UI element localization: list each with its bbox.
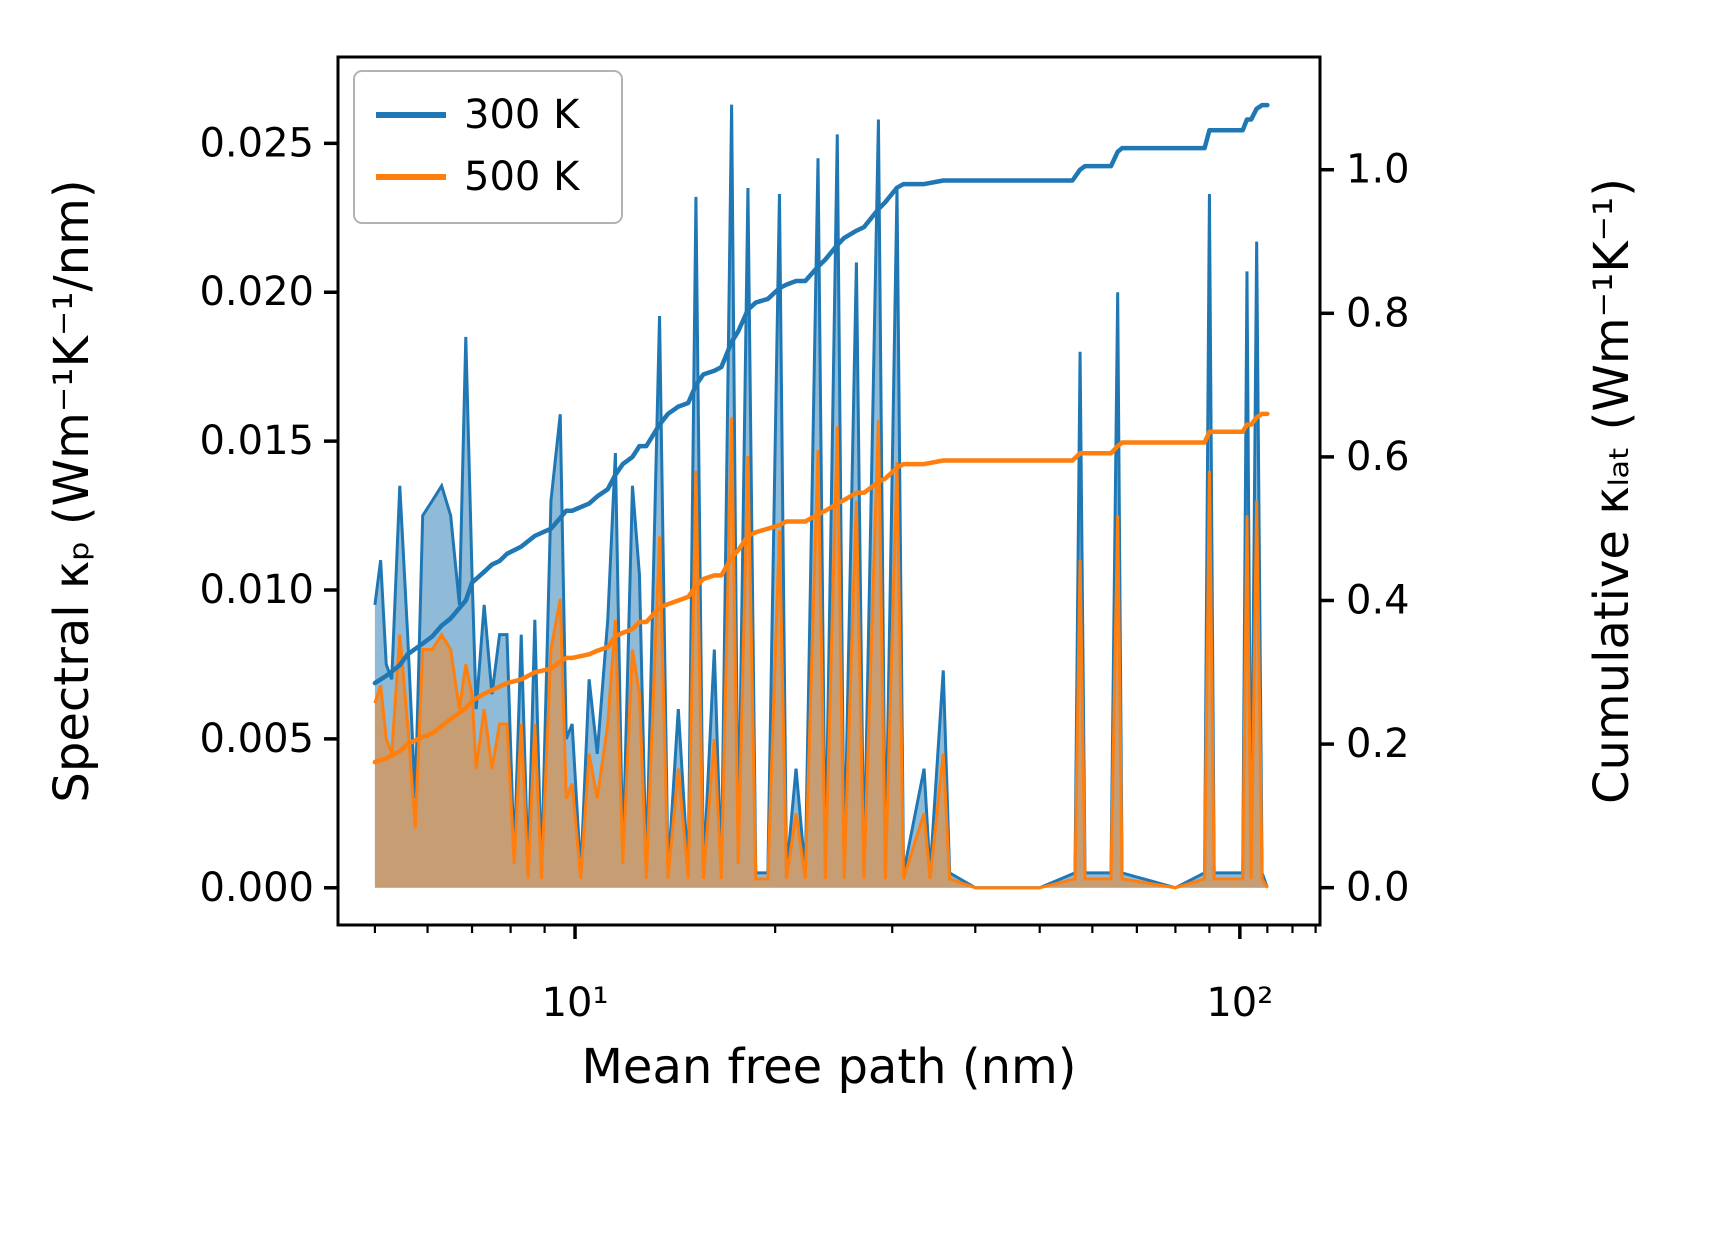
svg-text:500 K: 500 K [464,154,581,200]
svg-text:0.4: 0.4 [1346,577,1410,623]
svg-text:0.015: 0.015 [199,418,314,464]
svg-text:0.010: 0.010 [199,567,314,613]
svg-text:0.020: 0.020 [199,269,314,315]
svg-text:0.005: 0.005 [199,716,314,762]
svg-text:Mean free path (nm): Mean free path (nm) [582,1039,1077,1095]
legend: 300 K 500 K [353,70,623,224]
svg-text:0.8: 0.8 [1346,290,1410,336]
svg-text:Cumulative κₗₐₜ (Wm⁻¹K⁻¹): Cumulative κₗₐₜ (Wm⁻¹K⁻¹) [1584,178,1640,804]
svg-text:Spectral κₚ (Wm⁻¹K⁻¹/nm): Spectral κₚ (Wm⁻¹K⁻¹/nm) [44,179,100,802]
svg-text:0.0: 0.0 [1346,865,1410,911]
svg-text:0.000: 0.000 [199,865,314,911]
svg-text:1.0: 1.0 [1346,147,1410,193]
svg-text:0.2: 0.2 [1346,721,1410,767]
svg-text:10¹: 10¹ [542,980,609,1026]
svg-text:300 K: 300 K [464,92,581,138]
svg-text:10²: 10² [1206,980,1273,1026]
svg-text:0.025: 0.025 [199,120,314,166]
svg-text:0.6: 0.6 [1346,434,1410,480]
